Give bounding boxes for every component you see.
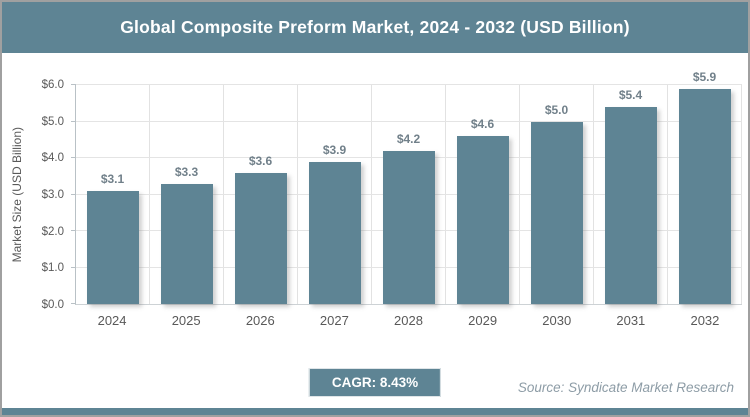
- x-axis-labels: 2024 2025 2026 2027 2028 2029 2030 2031 2032: [75, 313, 742, 331]
- y-tick-label: $4.0: [41, 152, 64, 165]
- x-axis-label-2031: 2031: [616, 313, 646, 328]
- y-tick-mark: [71, 266, 76, 268]
- y-tick-label: $0.0: [41, 299, 64, 311]
- y-tick-label: $5.0: [41, 115, 64, 128]
- y-tick-mark: [71, 230, 76, 232]
- bar-2029: [456, 136, 509, 304]
- bar-value-label: $5.9: [692, 69, 717, 84]
- y-tick-label: $2.0: [41, 225, 64, 238]
- bottom-accent-strip: [2, 408, 748, 415]
- bar-value-label: $4.2: [396, 131, 421, 146]
- bar-2032: [678, 88, 731, 304]
- bar-2028: [382, 150, 435, 304]
- y-tick-label: $3.0: [41, 189, 64, 201]
- bar-column: $5.4: [594, 85, 668, 304]
- bar-value-label: $3.1: [100, 171, 125, 186]
- bar-2026: [234, 172, 287, 304]
- x-axis-label-2027: 2027: [319, 313, 349, 328]
- bar-value-label: $3.9: [322, 142, 347, 157]
- bar-2024: [86, 190, 139, 304]
- bar-2025: [160, 183, 213, 304]
- x-axis-label-2032: 2032: [690, 313, 720, 328]
- chart-title: Global Composite Preform Market, 2024 - …: [120, 17, 630, 37]
- x-axis-label-2028: 2028: [394, 313, 423, 328]
- x-axis-label-2026: 2026: [245, 313, 275, 328]
- bar-value-label: $4.6: [470, 117, 495, 132]
- bar-value-label: $5.4: [618, 87, 643, 102]
- bar-column: $3.1: [76, 85, 150, 304]
- x-axis-label-2024: 2024: [97, 313, 127, 328]
- x-axis-label-2029: 2029: [468, 313, 498, 328]
- bar-column: $3.9: [298, 85, 372, 304]
- bar-column: $4.6: [446, 85, 520, 304]
- y-tick-mark: [71, 303, 76, 304]
- bar-value-label: $3.3: [174, 164, 199, 179]
- y-tick-label: $6.0: [41, 79, 64, 91]
- bar-value-label: $3.6: [248, 153, 273, 168]
- gridline-horizontal: [76, 84, 742, 85]
- plot-area: $3.1 $3.3 $3.6 $3.9 $4.2 $4.6 $5.0 $5.4 $5.9: [71, 70, 742, 305]
- bar-column: $5.9: [668, 70, 742, 304]
- y-tick-mark: [71, 84, 76, 85]
- bar-2030: [530, 121, 583, 304]
- bar-value-label: $5.0: [544, 102, 569, 117]
- gridline-horizontal: [76, 120, 742, 122]
- y-tick-mark: [71, 157, 76, 159]
- bar-2027: [308, 161, 361, 304]
- y-axis-tick-labels: $0.0 $1.0 $2.0 $3.0 $4.0 $5.0 $6.0: [2, 79, 68, 311]
- y-tick-label: $1.0: [41, 262, 64, 275]
- cagr-badge: CAGR: 8.43%: [308, 368, 442, 397]
- y-tick-mark: [71, 120, 76, 122]
- bar-column: $3.3: [150, 85, 224, 304]
- bar-column: $3.6: [224, 85, 298, 304]
- bar-2031: [604, 106, 657, 304]
- x-axis-label-2030: 2030: [542, 313, 572, 328]
- bar-columns: $3.1 $3.3 $3.6 $3.9 $4.2 $4.6 $5.0 $5.4 $5.9: [76, 70, 742, 304]
- y-tick-mark: [71, 193, 76, 195]
- bar-column: $4.2: [372, 85, 446, 304]
- chart-header: Global Composite Preform Market, 2024 - …: [2, 2, 748, 53]
- bar-column: $5.0: [520, 85, 594, 304]
- source-attribution: Source: Syndicate Market Research: [517, 380, 734, 395]
- x-axis-label-2025: 2025: [171, 313, 201, 328]
